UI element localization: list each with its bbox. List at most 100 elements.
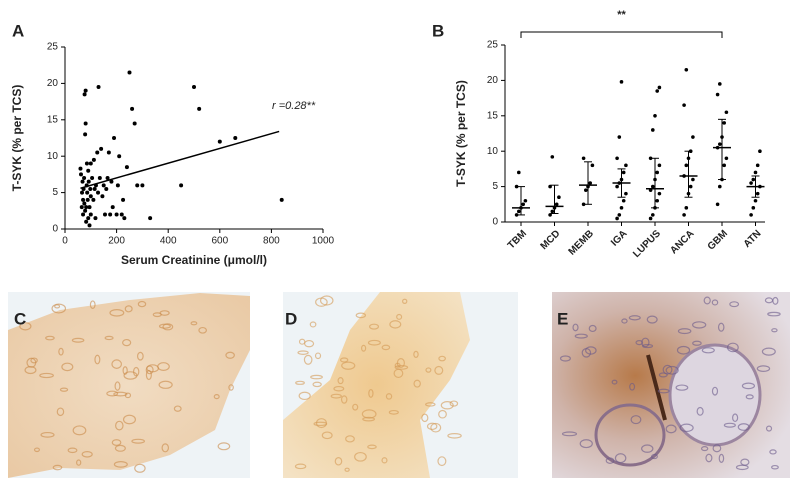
micrograph-d — [283, 292, 470, 478]
point — [548, 184, 552, 189]
point — [753, 198, 758, 203]
point — [722, 121, 726, 125]
point — [86, 216, 91, 221]
tissue-texture — [104, 335, 114, 341]
tissue-texture — [122, 338, 132, 347]
tissue-texture — [756, 365, 771, 372]
tissue-texture — [447, 432, 462, 439]
tissue-texture — [106, 390, 119, 397]
point — [751, 206, 756, 210]
point — [82, 176, 87, 181]
point — [684, 163, 689, 168]
point — [114, 212, 119, 217]
point — [121, 197, 126, 202]
y-axis-label: T-SYK (% per TCS) — [10, 85, 24, 192]
tissue-texture — [574, 333, 588, 339]
point — [140, 183, 145, 188]
point — [84, 161, 89, 166]
point — [619, 206, 624, 210]
point — [97, 176, 102, 181]
point — [99, 146, 104, 151]
point — [91, 197, 96, 202]
tissue-texture — [123, 371, 138, 380]
tissue-texture — [440, 401, 454, 410]
point — [715, 202, 720, 207]
point — [84, 205, 89, 210]
tissue-texture — [646, 315, 658, 324]
panel-label: E — [557, 309, 568, 328]
point — [86, 168, 91, 173]
tissue-texture — [81, 451, 93, 458]
tissue-texture — [158, 323, 171, 329]
tissue-texture — [345, 435, 355, 443]
tissue-texture — [657, 388, 670, 394]
point — [718, 82, 722, 86]
point — [624, 191, 628, 196]
tissue-texture — [19, 322, 32, 331]
point — [655, 198, 659, 203]
y-tick-label: 5 — [52, 187, 58, 198]
y-tick-label: 20 — [47, 78, 59, 89]
tissue-texture — [651, 453, 658, 460]
y-tick-label: 0 — [492, 217, 498, 228]
tissue-texture — [33, 447, 40, 453]
point — [115, 183, 120, 188]
y-tick-label: 25 — [47, 42, 59, 53]
point — [84, 219, 89, 224]
point — [124, 165, 129, 170]
tissue-texture — [732, 413, 739, 423]
tissue-texture — [145, 369, 152, 381]
tissue-texture — [741, 382, 756, 390]
tissue-texture — [745, 394, 754, 400]
x-tick-label: IGA — [609, 228, 629, 248]
x-tick-label: GBM — [706, 228, 730, 252]
point — [648, 156, 653, 161]
tissue-texture — [40, 431, 55, 438]
point — [753, 170, 758, 175]
tissue-texture — [696, 406, 704, 416]
tissue-texture — [157, 362, 170, 371]
point — [722, 163, 726, 168]
tissue-texture — [321, 431, 333, 440]
tissue-texture — [434, 365, 444, 375]
tissue-texture — [726, 342, 739, 353]
point — [83, 88, 88, 93]
tissue-texture — [367, 444, 377, 450]
tissue-texture — [76, 459, 82, 466]
tissue-texture — [641, 444, 654, 453]
point — [122, 216, 127, 221]
point — [130, 106, 135, 111]
point — [100, 194, 105, 199]
point — [617, 213, 622, 217]
tissue-texture — [294, 463, 307, 470]
point — [110, 205, 115, 210]
y-tick-label: 15 — [487, 110, 499, 121]
point — [521, 202, 525, 207]
tissue-texture — [385, 393, 393, 400]
tissue-texture — [394, 365, 409, 370]
tissue-texture — [769, 449, 777, 455]
tissue-texture — [402, 298, 408, 304]
tissue-texture — [315, 418, 327, 429]
x-axis-label: Serum Creatinine (μmol/l) — [121, 253, 267, 267]
tissue-texture — [319, 295, 334, 306]
tissue-texture — [198, 326, 207, 334]
tissue-texture — [368, 388, 374, 398]
tissue-texture — [52, 464, 63, 471]
point — [78, 166, 83, 171]
tissue-texture — [712, 444, 722, 453]
tissue-texture — [145, 365, 154, 375]
x-tick-label: MEMB — [567, 228, 596, 257]
tissue-texture — [352, 403, 359, 411]
y-tick-label: 0 — [52, 224, 58, 235]
tissue-texture — [703, 296, 711, 305]
tissue-texture — [717, 322, 725, 332]
point — [104, 186, 109, 191]
tissue-texture — [642, 343, 654, 349]
point — [81, 197, 86, 202]
point — [514, 184, 519, 189]
y-tick-label: 15 — [47, 114, 59, 125]
point — [651, 128, 655, 132]
tissue-texture — [344, 467, 350, 472]
tissue-texture — [131, 438, 145, 444]
